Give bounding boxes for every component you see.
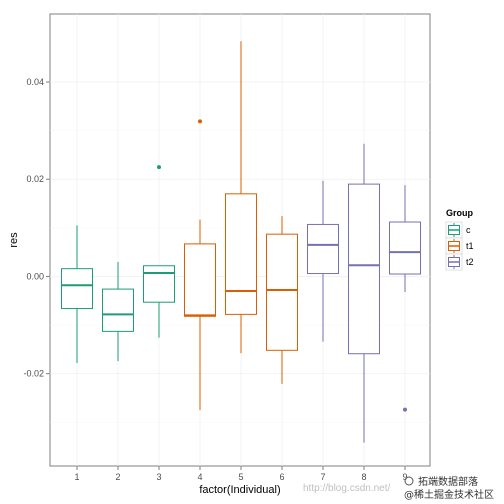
- x-tick-label: 8: [361, 472, 366, 482]
- box-iqr: [61, 268, 93, 310]
- legend-item-t2: t2: [445, 253, 474, 271]
- box-6: [266, 216, 298, 384]
- box-series: [61, 41, 421, 443]
- box-2: [102, 261, 134, 362]
- legend-label: t2: [466, 257, 474, 267]
- box-3: [143, 165, 175, 338]
- legend-item-c: c: [445, 221, 471, 239]
- box-iqr: [184, 243, 216, 317]
- box-iqr: [307, 223, 339, 275]
- watermark-brand: 拓端数据部落: [418, 475, 478, 488]
- box-1: [61, 225, 93, 363]
- box-8: [348, 143, 380, 443]
- y-axis-title: res: [8, 232, 20, 248]
- x-tick-label: 9: [402, 472, 407, 482]
- y-tick-label: 0.02: [26, 174, 44, 184]
- x-tick-label: 4: [197, 472, 202, 482]
- box-iqr: [266, 233, 298, 351]
- x-axis-title: factor(Individual): [199, 484, 280, 496]
- y-axis: -0.02 0.00 0.02 0.04: [23, 77, 50, 379]
- legend-label: c: [466, 225, 471, 235]
- watermark: http://blog.csdn.net/ 拓端数据部落 @稀土掘金技术社区: [303, 475, 494, 501]
- x-tick-label: 7: [320, 472, 325, 482]
- box-iqr: [225, 193, 257, 315]
- x-tick-label: 2: [115, 472, 120, 482]
- box-9: [389, 185, 421, 412]
- outlier-point: [198, 119, 202, 124]
- paw-icon: [404, 476, 414, 486]
- box-iqr: [348, 183, 380, 355]
- box-7: [307, 180, 339, 342]
- y-tick-label: 0.00: [26, 271, 44, 281]
- box-5: [225, 41, 257, 354]
- box-iqr: [143, 265, 175, 303]
- watermark-community: @稀土掘金技术社区: [404, 488, 494, 501]
- x-tick-label: 6: [279, 472, 284, 482]
- x-tick-label: 3: [156, 472, 161, 482]
- box-iqr: [102, 288, 134, 332]
- outlier-point: [403, 407, 407, 412]
- x-tick-label: 5: [238, 472, 243, 482]
- x-axis: 1 2 3 4 5 6 7 8 9: [74, 466, 408, 482]
- legend: Group c t1 t2: [445, 208, 474, 271]
- box-4: [184, 119, 216, 411]
- y-tick-label: 0.04: [26, 77, 44, 87]
- y-tick-label: -0.02: [23, 369, 44, 379]
- watermark-url: http://blog.csdn.net/: [303, 483, 391, 494]
- x-tick-label: 1: [74, 472, 79, 482]
- box-iqr: [389, 221, 421, 275]
- legend-title: Group: [446, 208, 473, 218]
- legend-item-t1: t1: [445, 237, 474, 255]
- outlier-point: [157, 165, 161, 170]
- legend-label: t1: [466, 241, 474, 251]
